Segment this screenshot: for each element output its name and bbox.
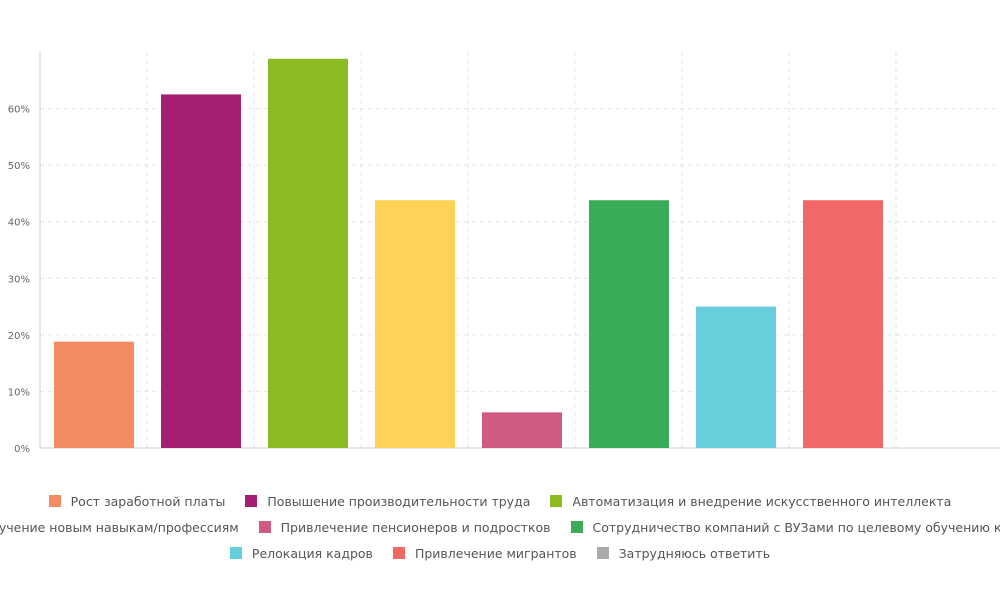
legend-row: Рост заработной платы Повышение производи… — [0, 488, 1000, 514]
y-tick-label: 20% — [8, 331, 30, 342]
bar-chart-plot: 0% 10% 20% 30% 40% 50% 60% — [8, 52, 1000, 455]
bar[interactable] — [589, 200, 669, 448]
y-tick-label: 10% — [8, 387, 30, 398]
bar[interactable] — [54, 341, 134, 448]
legend-label: Привлечение мигрантов — [414, 545, 577, 561]
legend-item[interactable]: Рост заработной платы — [48, 493, 226, 509]
legend-item[interactable]: Привлечение мигрантов — [392, 545, 577, 561]
bar[interactable] — [268, 58, 348, 448]
bar[interactable] — [375, 200, 455, 448]
legend-label: Рост заработной платы — [70, 493, 226, 509]
legend-label: Автоматизация и внедрение искусственного… — [572, 493, 952, 509]
legend-item[interactable]: Релокация кадров — [229, 545, 373, 561]
y-tick-label: 50% — [8, 161, 30, 172]
legend-swatch — [245, 495, 258, 507]
legend-label: Релокация кадров — [251, 545, 373, 561]
legend-label: Сотрудничество компаний с ВУЗами по целе… — [592, 519, 1000, 535]
legend-item[interactable]: Обучение новым навыкам/профессиям — [0, 520, 239, 535]
legend-swatch — [570, 521, 583, 533]
legend-label: Привлечение пенсионеров и подростков — [280, 519, 551, 535]
legend-label: Затрудняюсь ответить — [618, 545, 771, 561]
bar[interactable] — [803, 200, 883, 448]
legend-swatch — [229, 547, 242, 559]
y-tick-label: 30% — [8, 274, 30, 285]
legend-swatch — [48, 495, 61, 507]
legend-item[interactable]: Затрудняюсь ответить — [596, 545, 771, 561]
chart-legend: Рост заработной платы Повышение производи… — [0, 488, 1000, 566]
legend-item[interactable]: Привлечение пенсионеров и подростков — [258, 519, 551, 535]
y-tick-label: 0% — [14, 444, 30, 455]
legend-label: Обучение новым навыкам/профессиям — [0, 519, 239, 535]
legend-swatch — [550, 495, 563, 507]
legend-item[interactable]: Повышение производительности труда — [245, 494, 530, 509]
y-tick-label: 60% — [8, 105, 30, 116]
legend-row: Обучение новым навыкам/профессиям Привлеч… — [0, 514, 1000, 540]
legend-swatch — [596, 547, 609, 559]
legend-swatch — [392, 547, 405, 559]
legend-item[interactable]: Автоматизация и внедрение искусственного… — [550, 494, 951, 509]
y-tick-label: 40% — [8, 218, 30, 229]
legend-label: Повышение производительности труда — [267, 493, 531, 509]
legend-item[interactable]: Сотрудничество компаний с ВУЗами по целе… — [570, 519, 1000, 535]
legend-swatch — [258, 521, 271, 533]
legend-row: Релокация кадров Привлечение мигрантов Зат… — [0, 540, 1000, 566]
bar[interactable] — [482, 412, 562, 448]
bar[interactable] — [161, 94, 241, 448]
bar[interactable] — [696, 306, 776, 448]
